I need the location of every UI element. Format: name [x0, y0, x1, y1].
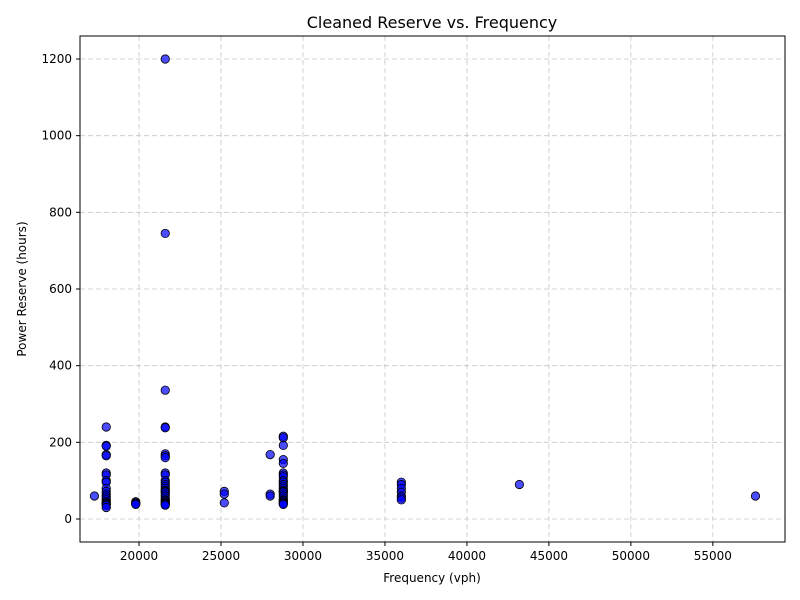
- x-tick-label: 50000: [612, 549, 650, 563]
- scatter-point: [396, 495, 406, 505]
- scatter-point: [278, 440, 288, 450]
- scatter-point: [750, 491, 761, 501]
- chart-title: Cleaned Reserve vs. Frequency: [307, 13, 558, 32]
- x-tick-label: 30000: [284, 549, 322, 563]
- y-tick-label: 0: [64, 512, 72, 526]
- y-tick-label: 600: [49, 282, 72, 296]
- scatter-point: [219, 498, 229, 508]
- x-tick-label: 55000: [694, 549, 732, 563]
- grid-lines: [80, 36, 785, 542]
- x-tick-label: 35000: [366, 549, 404, 563]
- x-tick-label: 25000: [202, 549, 240, 563]
- y-tick-label: 200: [49, 435, 72, 449]
- scatter-point: [265, 491, 275, 501]
- x-axis-label: Frequency (vph): [383, 571, 481, 585]
- data-points: [89, 54, 761, 513]
- scatter-point: [101, 422, 111, 432]
- y-tick-label: 400: [49, 359, 72, 373]
- scatter-point: [278, 458, 288, 469]
- scatter-point: [219, 489, 229, 499]
- y-axis-label: Power Reserve (hours): [15, 221, 29, 356]
- scatter-point: [160, 500, 170, 510]
- scatter-point: [131, 499, 141, 510]
- scatter-point: [101, 441, 111, 451]
- scatter-point: [265, 449, 275, 460]
- scatter-point: [160, 54, 170, 64]
- scatter-point: [160, 453, 170, 463]
- scatter-point: [160, 385, 170, 395]
- scatter-point: [160, 423, 170, 433]
- y-tick-label: 800: [49, 205, 72, 219]
- scatter-point: [89, 491, 100, 501]
- scatter-point: [101, 451, 111, 461]
- x-tick-label: 45000: [530, 549, 568, 563]
- x-tick-label: 20000: [120, 549, 158, 563]
- scatter-point: [160, 228, 170, 239]
- scatter-point: [278, 499, 288, 510]
- axis-ticks: 20000 25000 30000 35000 40000 45000 50000 55000…: [41, 52, 732, 563]
- x-tick-label: 40000: [448, 549, 486, 563]
- scatter-point: [278, 433, 288, 443]
- scatter-point: [514, 479, 524, 490]
- y-tick-label: 1000: [41, 129, 72, 143]
- scatter-point: [101, 502, 111, 513]
- y-tick-label: 1200: [41, 52, 72, 66]
